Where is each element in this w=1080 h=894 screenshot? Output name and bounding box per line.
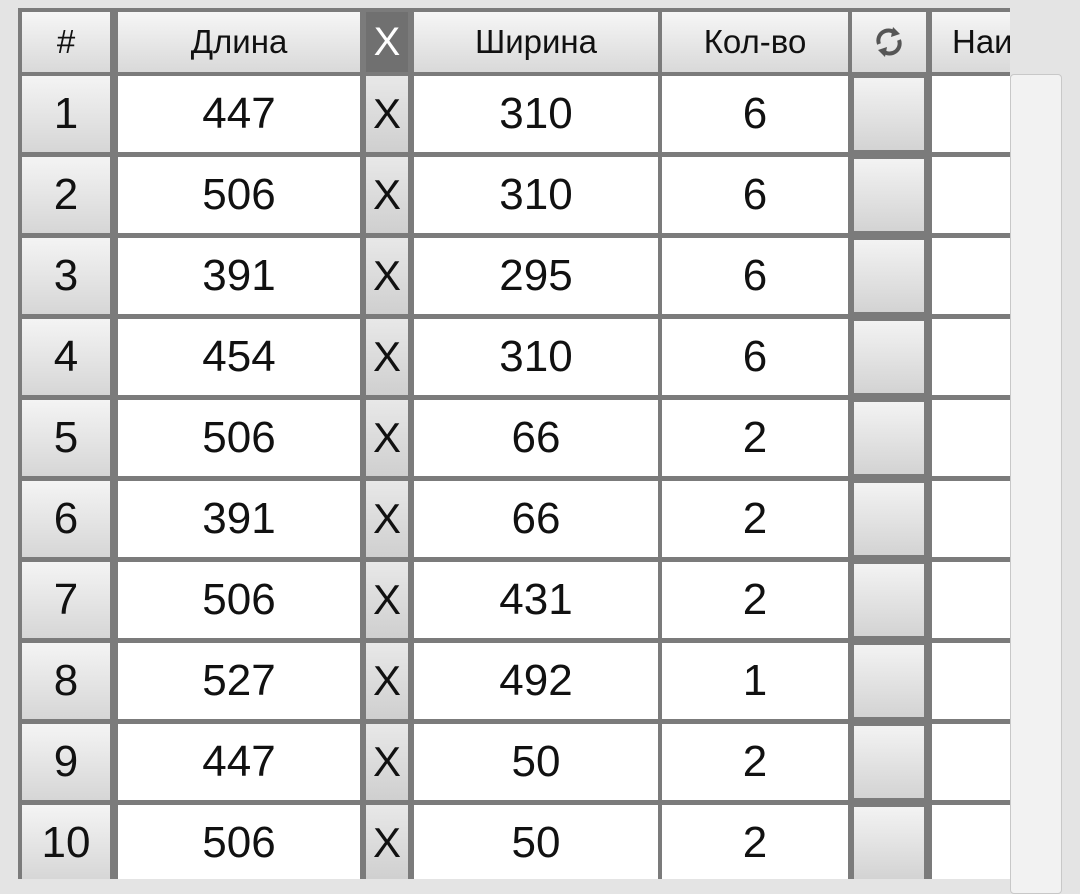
column-header[interactable]: Наи: [932, 12, 1010, 72]
row-number[interactable]: 1: [22, 76, 110, 152]
table-cell[interactable]: [932, 481, 1010, 557]
row-button[interactable]: [854, 240, 924, 312]
table-cell[interactable]: 447: [118, 724, 360, 800]
scrollbar[interactable]: [1010, 74, 1062, 894]
row-number[interactable]: 6: [22, 481, 110, 557]
table-cell[interactable]: 506: [118, 400, 360, 476]
column-header[interactable]: X: [366, 12, 408, 72]
table-cell[interactable]: 1: [662, 643, 848, 719]
table-cell[interactable]: 2: [662, 805, 848, 879]
table-cell[interactable]: 2: [662, 400, 848, 476]
table-cell[interactable]: 492: [414, 643, 658, 719]
row-button[interactable]: [854, 645, 924, 717]
table-cell: X: [366, 76, 408, 152]
table-cell[interactable]: 310: [414, 319, 658, 395]
row-button[interactable]: [854, 807, 924, 879]
table-cell[interactable]: [932, 805, 1010, 879]
table-cell[interactable]: [932, 562, 1010, 638]
table-cell: X: [366, 724, 408, 800]
refresh-header[interactable]: [852, 12, 926, 72]
table-cell[interactable]: 527: [118, 643, 360, 719]
column-header[interactable]: Длина: [118, 12, 360, 72]
table-cell[interactable]: [932, 319, 1010, 395]
column-header[interactable]: Ширина: [414, 12, 658, 72]
table-cell[interactable]: 506: [118, 562, 360, 638]
row-number[interactable]: 2: [22, 157, 110, 233]
table-cell[interactable]: 6: [662, 238, 848, 314]
table-cell: X: [366, 238, 408, 314]
row-number[interactable]: 10: [22, 805, 110, 879]
table-cell[interactable]: 6: [662, 319, 848, 395]
table-cell[interactable]: 6: [662, 76, 848, 152]
table-cell[interactable]: 2: [662, 562, 848, 638]
row-number[interactable]: 5: [22, 400, 110, 476]
table-cell[interactable]: 447: [118, 76, 360, 152]
table-cell[interactable]: 50: [414, 805, 658, 879]
table-cell: X: [366, 400, 408, 476]
table-cell[interactable]: 454: [118, 319, 360, 395]
table-cell[interactable]: 50: [414, 724, 658, 800]
column-header[interactable]: Кол-во: [662, 12, 848, 72]
row-number[interactable]: 9: [22, 724, 110, 800]
table-cell: X: [366, 562, 408, 638]
row-button[interactable]: [854, 78, 924, 150]
row-number[interactable]: 3: [22, 238, 110, 314]
row-button[interactable]: [854, 402, 924, 474]
table-cell[interactable]: 310: [414, 76, 658, 152]
table-cell[interactable]: 2: [662, 481, 848, 557]
row-number[interactable]: 4: [22, 319, 110, 395]
row-button[interactable]: [854, 321, 924, 393]
table-cell: X: [366, 319, 408, 395]
table-cell[interactable]: [932, 724, 1010, 800]
table-cell[interactable]: 295: [414, 238, 658, 314]
table-cell: X: [366, 157, 408, 233]
table-cell[interactable]: 6: [662, 157, 848, 233]
table-cell[interactable]: 506: [118, 157, 360, 233]
table-cell[interactable]: 391: [118, 238, 360, 314]
table-cell[interactable]: [932, 157, 1010, 233]
table-cell[interactable]: [932, 643, 1010, 719]
row-button[interactable]: [854, 483, 924, 555]
table-cell[interactable]: 66: [414, 481, 658, 557]
table-cell: X: [366, 643, 408, 719]
table-cell[interactable]: [932, 400, 1010, 476]
row-number[interactable]: 7: [22, 562, 110, 638]
table-cell[interactable]: 2: [662, 724, 848, 800]
table-cell: X: [366, 481, 408, 557]
table: # Длина X Ширина Кол-во Наи 1 447 X 310 6 2 506 X 310 6…: [18, 8, 1010, 879]
row-button[interactable]: [854, 726, 924, 798]
refresh-icon: [876, 27, 902, 57]
table-cell[interactable]: [932, 76, 1010, 152]
row-button[interactable]: [854, 564, 924, 636]
table-cell[interactable]: [932, 238, 1010, 314]
table-cell: X: [366, 805, 408, 879]
row-number[interactable]: 8: [22, 643, 110, 719]
table-cell[interactable]: 66: [414, 400, 658, 476]
row-button[interactable]: [854, 159, 924, 231]
table-cell[interactable]: 431: [414, 562, 658, 638]
table-cell[interactable]: 310: [414, 157, 658, 233]
table-cell[interactable]: 391: [118, 481, 360, 557]
column-header[interactable]: #: [22, 12, 110, 72]
table-cell[interactable]: 506: [118, 805, 360, 879]
